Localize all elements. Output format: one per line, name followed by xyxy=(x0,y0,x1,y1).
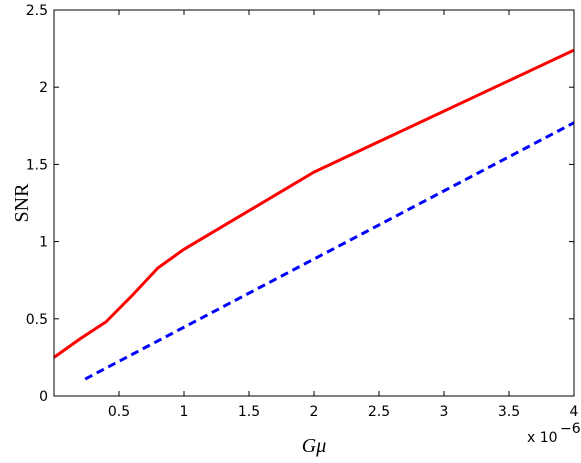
x-multiplier: x 10 xyxy=(527,430,558,446)
x-tick-label: 0.5 xyxy=(108,404,130,420)
series-line xyxy=(53,48,575,359)
x-tick-label: 1.5 xyxy=(238,404,260,420)
y-tick-label: 1.5 xyxy=(26,157,48,173)
y-tick-label: 1 xyxy=(39,235,48,251)
y-tick-label: 2.5 xyxy=(26,3,48,19)
x-tick-label: 1 xyxy=(180,404,189,420)
y-tick-label: 0 xyxy=(39,389,48,405)
y-axis-label: SNR xyxy=(11,183,33,223)
x-tick-label: 4 xyxy=(570,404,579,420)
x-axis-label: Gμ xyxy=(302,435,326,457)
x-tick-label: 2 xyxy=(310,404,319,420)
y-tick-label: 0.5 xyxy=(26,312,48,328)
x-tick-label: 3.5 xyxy=(498,404,520,420)
x-tick-label: 2.5 xyxy=(368,404,390,420)
series-line xyxy=(84,121,575,381)
plot-frame xyxy=(53,9,575,397)
x-tick-label: 3 xyxy=(440,404,449,420)
x-multiplier-exponent: −6 xyxy=(560,421,581,437)
y-tick-label: 2 xyxy=(39,80,48,96)
